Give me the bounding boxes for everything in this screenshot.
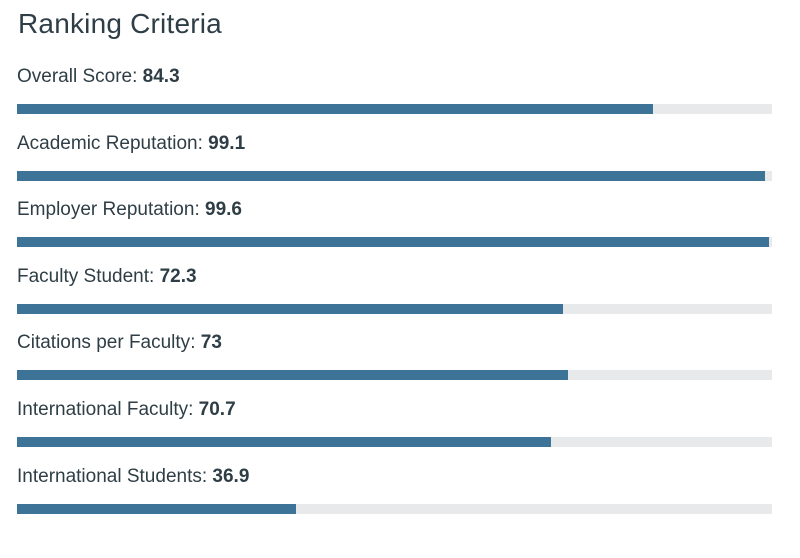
- criterion-separator: :: [190, 332, 201, 354]
- criterion-name: International Faculty: [17, 399, 189, 420]
- score-bar-fill: [17, 370, 569, 381]
- criterion-name: Citations per Faculty: [17, 332, 191, 354]
- criterion-row: International Students: 36.9: [17, 466, 772, 516]
- criterion-value: 99.1: [208, 132, 246, 154]
- criterion-label-line: International Students: 36.9: [17, 466, 249, 488]
- criterion-name: Faculty Student: [17, 265, 150, 287]
- criterion-value: 73: [200, 332, 222, 354]
- criterion-separator: :: [149, 265, 160, 287]
- criterion-name: International Students: [17, 465, 202, 487]
- criterion-separator: :: [132, 66, 143, 87]
- score-bar-fill: [17, 437, 551, 447]
- score-bar-track: [17, 437, 772, 447]
- criterion-row: Employer Reputation: 99.6: [17, 199, 772, 249]
- criterion-value: 36.9: [212, 465, 250, 487]
- score-bar-track: [17, 370, 772, 381]
- criterion-name: Academic Reputation: [17, 132, 198, 154]
- score-bar-fill: [17, 503, 296, 514]
- score-bar-track: [17, 170, 772, 181]
- criterion-row: Academic Reputation: 99.1: [17, 133, 772, 183]
- criterion-name: Overall Score: [17, 66, 133, 87]
- criterion-label-line: Citations per Faculty: 73: [17, 332, 222, 354]
- score-bar-track: [17, 503, 772, 514]
- criterion-label-line: International Faculty: 70.7: [17, 399, 236, 421]
- criterion-row: Citations per Faculty: 73: [17, 332, 772, 382]
- score-bar-fill: [17, 303, 563, 314]
- criterion-label-line: Employer Reputation: 99.6: [17, 199, 242, 221]
- criterion-label-line: Overall Score: 84.3: [17, 66, 180, 88]
- score-bar-fill: [17, 237, 769, 248]
- page-title: Ranking Criteria: [18, 8, 222, 39]
- criterion-separator: :: [188, 399, 199, 420]
- criterion-label-line: Faculty Student: 72.3: [17, 266, 197, 288]
- score-bar-fill: [17, 104, 654, 114]
- score-bar-track: [17, 303, 772, 314]
- criterion-value: 70.7: [198, 399, 236, 420]
- criterion-separator: :: [194, 199, 205, 221]
- criterion-row: Overall Score: 84.3: [17, 66, 772, 116]
- criterion-value: 99.6: [205, 199, 242, 221]
- score-bar-track: [17, 237, 772, 248]
- criterion-separator: :: [197, 132, 209, 154]
- criterion-value: 84.3: [142, 66, 180, 87]
- score-bar-fill: [17, 170, 766, 181]
- score-bar-track: [17, 104, 772, 114]
- criterion-row: International Faculty: 70.7: [17, 399, 772, 449]
- criterion-row: Faculty Student: 72.3: [17, 266, 772, 316]
- criterion-name: Employer Reputation: [17, 199, 195, 221]
- criterion-value: 72.3: [159, 265, 197, 287]
- criterion-label-line: Academic Reputation: 99.1: [17, 133, 245, 155]
- criterion-separator: :: [201, 465, 213, 487]
